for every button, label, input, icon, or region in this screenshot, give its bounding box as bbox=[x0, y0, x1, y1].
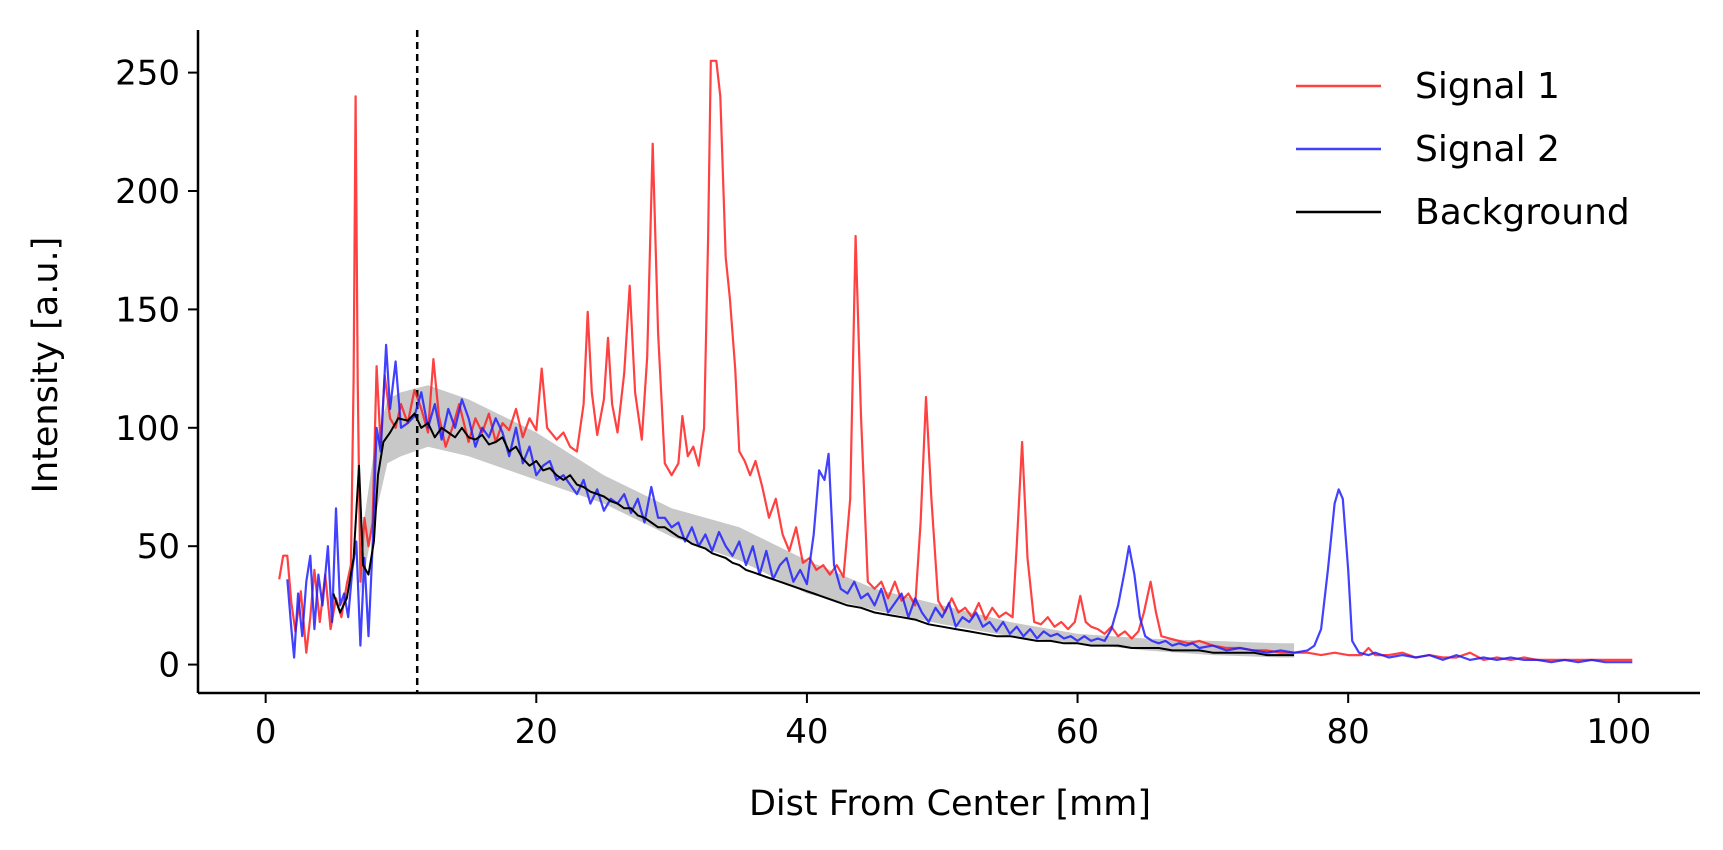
series-line-2 bbox=[286, 343, 1633, 664]
x-tick-label: 0 bbox=[255, 712, 277, 752]
x-tick-label: 40 bbox=[785, 712, 828, 752]
y-tick-label: 250 bbox=[115, 54, 180, 94]
y-tick-label: 200 bbox=[115, 172, 180, 212]
legend-label-2: Signal 2 bbox=[1415, 129, 1560, 170]
axes-layer bbox=[196, 30, 1700, 695]
series-line-3 bbox=[332, 412, 1295, 657]
series-layer bbox=[278, 59, 1633, 664]
background-band-layer bbox=[360, 385, 1295, 658]
x-ticks-layer: 0 20 40 60 80 100 bbox=[255, 693, 1651, 752]
x-tick-label: 80 bbox=[1327, 712, 1370, 752]
y-tick-label: 150 bbox=[115, 290, 180, 330]
background-band bbox=[360, 385, 1295, 658]
x-tick-label: 20 bbox=[515, 712, 558, 752]
y-tick-label: 50 bbox=[137, 527, 180, 567]
y-tick-label: 0 bbox=[158, 646, 180, 686]
legend: Signal 1 Signal 2 Background bbox=[1296, 66, 1630, 233]
legend-label-3: Background bbox=[1415, 192, 1630, 233]
y-tick-label: 100 bbox=[115, 409, 180, 449]
x-tick-label: 100 bbox=[1586, 712, 1651, 752]
series-line-1 bbox=[278, 59, 1633, 662]
x-axis-title: Dist From Center [mm] bbox=[749, 784, 1151, 824]
y-ticks-layer: 0 50 100 150 200 250 bbox=[115, 54, 198, 686]
y-axis-title: Intensity [a.u.] bbox=[26, 237, 66, 494]
x-tick-label: 60 bbox=[1056, 712, 1099, 752]
legend-label-1: Signal 1 bbox=[1415, 66, 1560, 107]
